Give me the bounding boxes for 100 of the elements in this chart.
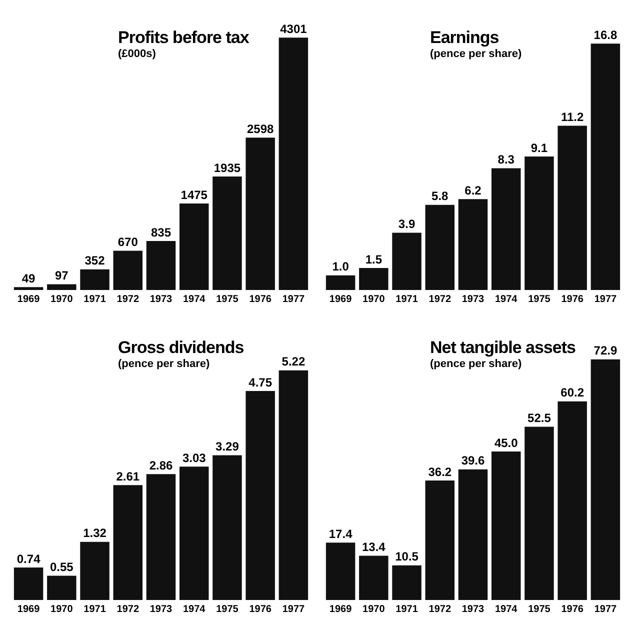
x-tick-label: 1969	[17, 294, 40, 305]
x-tick-label: 1973	[462, 604, 485, 615]
chart-title: Gross dividends	[118, 338, 244, 358]
data-label: 6.2	[464, 183, 482, 198]
bar	[558, 401, 587, 600]
data-label: 45.0	[494, 436, 518, 450]
x-tick-label: 1977	[594, 294, 618, 305]
x-tick-label: 1971	[396, 604, 418, 615]
bar	[14, 287, 44, 290]
data-label: 39.6	[461, 454, 485, 468]
x-tick-label: 1976	[561, 294, 584, 305]
bar	[425, 204, 455, 290]
bar	[491, 168, 521, 290]
bar	[425, 480, 455, 600]
x-tick-label: 1971	[84, 294, 106, 305]
data-label: 4.75	[248, 375, 272, 390]
x-tick-label: 1976	[561, 604, 584, 615]
x-tick-label: 1974	[494, 294, 518, 305]
data-label: 0.55	[50, 560, 74, 574]
x-tick-label: 1970	[362, 604, 386, 615]
bar	[590, 359, 620, 600]
data-label: 60.2	[560, 386, 584, 400]
bar	[47, 284, 76, 290]
data-label: 3.03	[182, 450, 206, 465]
bar	[326, 542, 356, 600]
bar	[359, 556, 388, 600]
x-tick-label: 1973	[150, 604, 173, 615]
data-label: 2.61	[116, 469, 140, 484]
data-label: 352	[84, 254, 106, 268]
x-tick-label: 1972	[116, 294, 140, 305]
chart-subtitle: (pence per share)	[430, 358, 523, 370]
x-tick-label: 1969	[17, 604, 40, 615]
chart-subtitle: (pence per share)	[430, 48, 522, 60]
x-tick-label: 1973	[462, 294, 485, 305]
bar	[524, 426, 554, 600]
x-tick-label: 1972	[116, 604, 140, 615]
x-tick-label: 1977	[282, 604, 306, 615]
x-tick-label: 1970	[50, 294, 74, 305]
data-label: 3.9	[398, 217, 416, 232]
bar	[47, 576, 76, 600]
chart-title: Profits before tax	[118, 28, 249, 48]
data-label: 0.74	[16, 552, 41, 566]
x-tick-label: 1975	[528, 604, 551, 615]
data-label: 1935	[214, 160, 241, 175]
data-label: 2.86	[149, 458, 173, 472]
x-tick-label: 1975	[216, 604, 239, 615]
bar	[212, 176, 242, 290]
bar	[278, 370, 308, 600]
data-label: 1475	[180, 188, 208, 202]
data-label: 1.5	[365, 252, 382, 266]
chart-title: Net tangible assets	[430, 338, 576, 358]
x-tick-label: 1969	[329, 604, 352, 615]
data-label: 5.22	[282, 354, 306, 369]
x-tick-label: 1976	[249, 604, 272, 615]
bar	[491, 452, 521, 600]
bar	[146, 241, 176, 290]
bar	[146, 474, 176, 600]
data-label: 670	[118, 235, 138, 250]
x-tick-label: 1975	[528, 294, 551, 305]
x-tick-label: 1973	[150, 294, 173, 305]
data-label: 1.0	[332, 260, 350, 274]
bar	[458, 199, 488, 290]
data-label: 2598	[246, 122, 274, 136]
bar	[14, 567, 44, 600]
data-label: 72.9	[594, 344, 618, 358]
data-label: 17.4	[328, 526, 353, 541]
data-label: 9.1	[530, 140, 548, 155]
data-label: 11.2	[560, 110, 584, 124]
x-tick-label: 1974	[182, 294, 206, 305]
data-label: 1.32	[83, 526, 107, 540]
x-tick-label: 1974	[494, 604, 518, 615]
bar	[326, 275, 356, 290]
data-label: 36.2	[428, 464, 452, 479]
chart-subtitle: (pence per share)	[118, 358, 211, 370]
data-label: 49	[22, 271, 36, 286]
x-tick-label: 1970	[50, 604, 74, 615]
x-tick-label: 1972	[428, 294, 452, 305]
x-tick-label: 1971	[84, 604, 106, 615]
bar	[113, 250, 143, 290]
data-label: 3.29	[216, 440, 240, 454]
data-label: 835	[150, 225, 172, 240]
x-tick-label: 1972	[428, 604, 452, 615]
data-label: 13.4	[362, 540, 386, 554]
bar	[179, 466, 209, 600]
bar	[558, 126, 587, 290]
chart-title: Earnings	[430, 28, 500, 48]
x-tick-label: 1970	[362, 294, 386, 305]
bar	[590, 44, 620, 290]
x-tick-label: 1976	[249, 294, 272, 305]
bar	[80, 542, 110, 600]
bar	[246, 391, 275, 600]
data-label: 5.8	[432, 189, 449, 204]
bar	[524, 156, 554, 290]
data-label: 16.8	[594, 28, 618, 42]
x-tick-label: 1977	[282, 294, 306, 305]
bar	[80, 269, 110, 290]
bar	[212, 455, 242, 600]
x-tick-label: 1971	[396, 294, 418, 305]
text: (£000s)	[118, 48, 157, 60]
data-label: 8.3	[498, 152, 515, 167]
